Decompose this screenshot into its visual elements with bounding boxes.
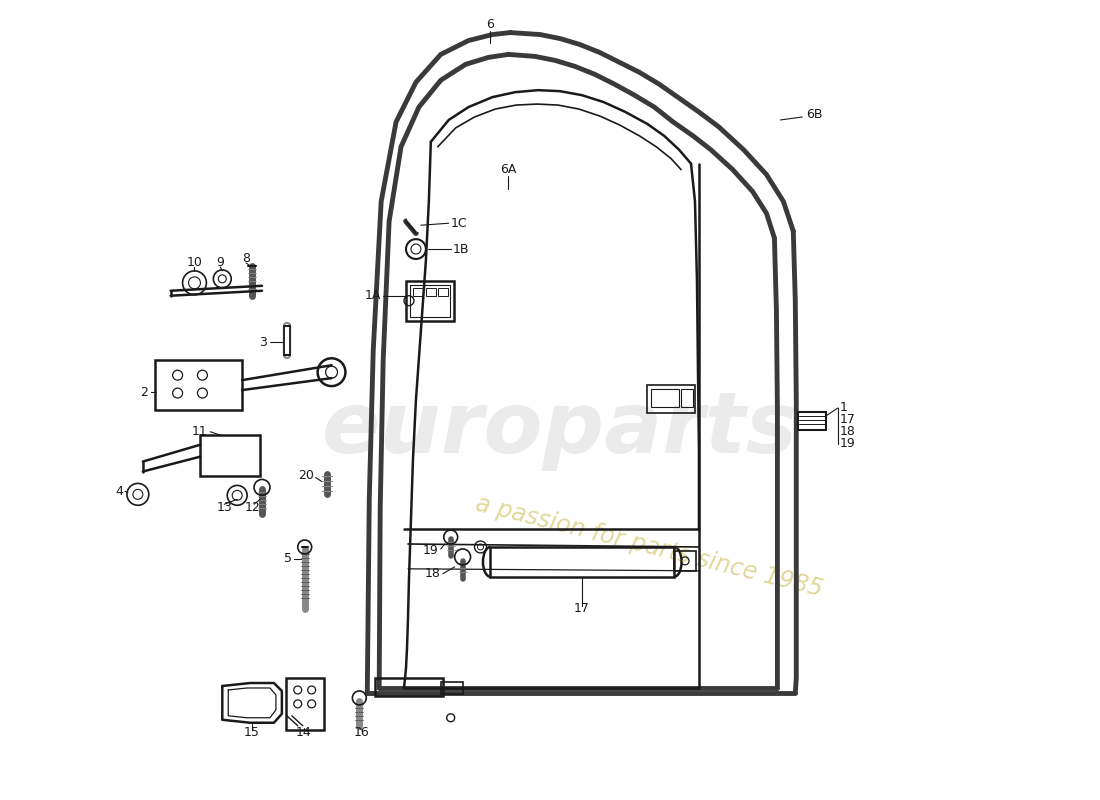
Bar [410, 285, 450, 317]
Text: 13: 13 [217, 501, 232, 514]
Bar [491, 547, 674, 577]
Bar [674, 551, 696, 571]
Text: 1C: 1C [451, 217, 468, 230]
Bar [426, 288, 436, 296]
Text: 6A: 6A [500, 163, 517, 176]
Bar [799, 412, 826, 430]
Text: 9: 9 [217, 257, 224, 270]
Text: 10: 10 [187, 257, 202, 270]
Text: 5: 5 [284, 552, 292, 566]
Text: 3: 3 [260, 336, 267, 349]
Text: 19: 19 [424, 545, 439, 558]
Bar [375, 678, 442, 696]
Text: 1A: 1A [365, 290, 382, 302]
Bar [681, 389, 693, 407]
Text: 2: 2 [140, 386, 147, 398]
Text: 16: 16 [353, 726, 370, 739]
Bar [155, 360, 242, 410]
Text: 6: 6 [486, 18, 494, 31]
Text: 20: 20 [298, 469, 314, 482]
Bar [412, 288, 422, 296]
Text: 1: 1 [840, 402, 848, 414]
Bar [438, 288, 448, 296]
Bar [651, 389, 679, 407]
Bar [200, 434, 260, 477]
Bar [286, 678, 323, 730]
Text: a passion for parts since 1985: a passion for parts since 1985 [473, 492, 825, 602]
Bar [441, 682, 463, 694]
Text: europarts: europarts [322, 388, 798, 471]
Text: 17: 17 [574, 602, 590, 615]
Bar [647, 385, 695, 413]
Text: 11: 11 [191, 426, 208, 438]
Text: 14: 14 [296, 726, 311, 739]
Text: 15: 15 [244, 726, 260, 739]
Text: 19: 19 [840, 437, 856, 450]
Bar [406, 281, 453, 321]
Text: 6B: 6B [806, 107, 823, 121]
Text: 18: 18 [840, 426, 856, 438]
Text: 4: 4 [116, 485, 123, 498]
Text: 18: 18 [425, 567, 441, 580]
Text: 8: 8 [242, 253, 250, 266]
Text: 12: 12 [244, 501, 260, 514]
Text: 17: 17 [840, 414, 856, 426]
Text: 1B: 1B [453, 242, 470, 255]
